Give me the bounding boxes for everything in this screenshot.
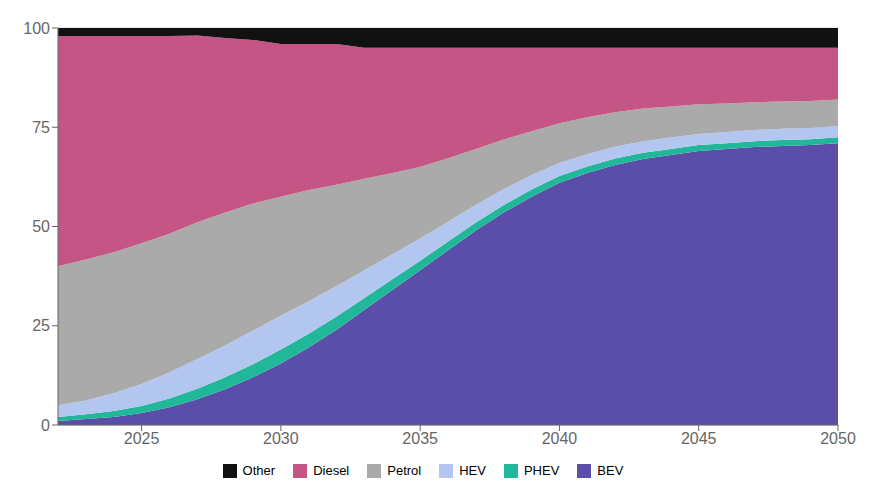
svg-text:2040: 2040: [542, 430, 578, 447]
html-text:BEV: BEV: [597, 463, 624, 478]
svg-text:2050: 2050: [820, 430, 856, 447]
svg-text:2045: 2045: [681, 430, 717, 447]
svg-text:2025: 2025: [124, 430, 160, 447]
svg-text:25: 25: [32, 317, 50, 334]
svg-text:50: 50: [32, 218, 50, 235]
svg-text:100: 100: [23, 20, 50, 37]
html-text:Diesel: Diesel: [313, 463, 350, 478]
html-text:Other: Other: [242, 463, 276, 478]
svg-text:2035: 2035: [402, 430, 438, 447]
svg-text:2030: 2030: [263, 430, 299, 447]
svg-text:75: 75: [32, 119, 50, 136]
svg-text:0: 0: [41, 417, 50, 434]
html-text:Petrol: Petrol: [387, 463, 422, 478]
html-text:PHEV: PHEV: [524, 463, 560, 478]
html-text:HEV: HEV: [459, 463, 486, 478]
